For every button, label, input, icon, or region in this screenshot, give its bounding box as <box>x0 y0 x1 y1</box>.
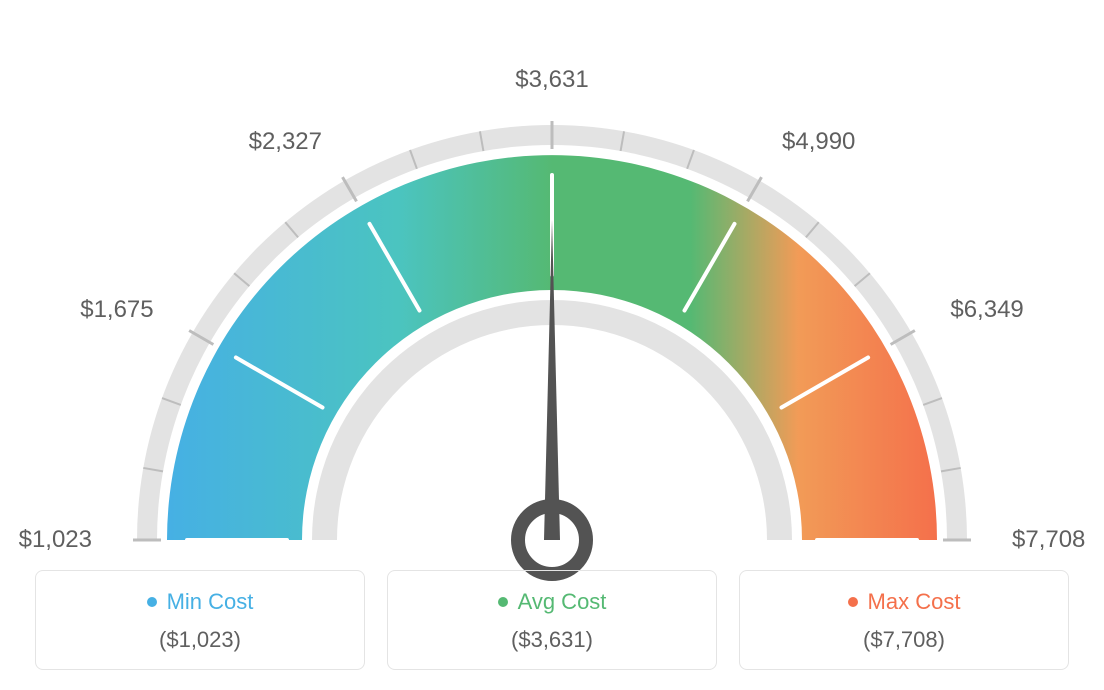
legend-value-avg: ($3,631) <box>511 627 593 653</box>
legend-dot-avg <box>498 597 508 607</box>
gauge-tick-label: $3,631 <box>515 66 588 94</box>
legend-value-max: ($7,708) <box>863 627 945 653</box>
legend-label-min: Min Cost <box>167 589 254 615</box>
legend-card-max: Max Cost ($7,708) <box>739 570 1069 670</box>
legend-dot-min <box>147 597 157 607</box>
legend-title-min: Min Cost <box>147 589 254 615</box>
gauge-area: $1,023 $1,675 $2,327 $3,631 $4,990 $6,349 $7,7… <box>0 0 1104 560</box>
gauge-tick-label: $2,327 <box>249 128 322 156</box>
gauge-tick-label: $1,023 <box>19 526 92 554</box>
gauge-tick-label: $7,708 <box>1012 526 1085 554</box>
legend-card-min: Min Cost ($1,023) <box>35 570 365 670</box>
legend-title-avg: Avg Cost <box>498 589 607 615</box>
legend-title-max: Max Cost <box>848 589 961 615</box>
gauge-tick-label: $4,990 <box>782 128 855 156</box>
legend-row: Min Cost ($1,023) Avg Cost ($3,631) Max … <box>0 570 1104 670</box>
legend-dot-max <box>848 597 858 607</box>
gauge-chart <box>0 40 1104 600</box>
legend-value-min: ($1,023) <box>159 627 241 653</box>
legend-label-avg: Avg Cost <box>518 589 607 615</box>
gauge-tick-label: $1,675 <box>80 296 153 324</box>
legend-label-max: Max Cost <box>868 589 961 615</box>
cost-gauge-widget: $1,023 $1,675 $2,327 $3,631 $4,990 $6,349 $7,7… <box>0 0 1104 690</box>
legend-card-avg: Avg Cost ($3,631) <box>387 570 717 670</box>
gauge-tick-label: $6,349 <box>950 296 1023 324</box>
